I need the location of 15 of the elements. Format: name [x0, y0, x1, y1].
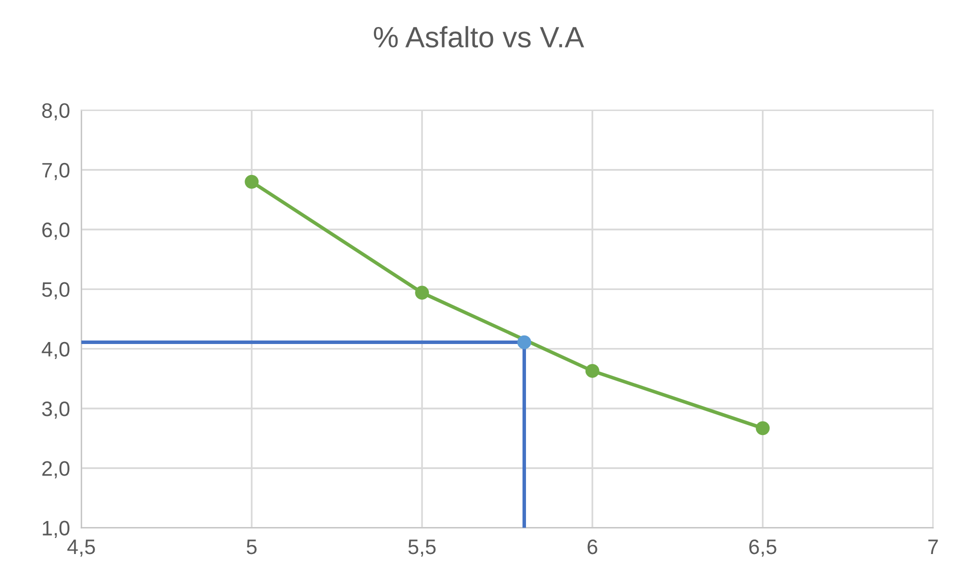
x-tick-label: 4,5	[67, 540, 95, 557]
x-tick-label: 5,5	[408, 540, 436, 557]
y-tick-label: 8,0	[42, 103, 70, 120]
x-tick-label: 6,5	[749, 539, 776, 557]
chart-title: % Asfalto vs V.A	[374, 26, 584, 48]
y-tick-label: 4,0	[42, 342, 70, 360]
y-tick-label: 1,0	[42, 520, 70, 538]
y-tick-label: 3,0	[42, 401, 70, 419]
y-tick-label: 7,0	[42, 162, 70, 180]
x-tick-label: 6	[588, 539, 598, 554]
x-tick-label: 5	[246, 540, 257, 554]
y-tick-label: 2,0	[42, 461, 70, 478]
x-tick-label: 7	[928, 540, 938, 554]
y-tick-label: 5,0	[42, 282, 70, 300]
y-tick-label: 6,0	[42, 222, 70, 240]
